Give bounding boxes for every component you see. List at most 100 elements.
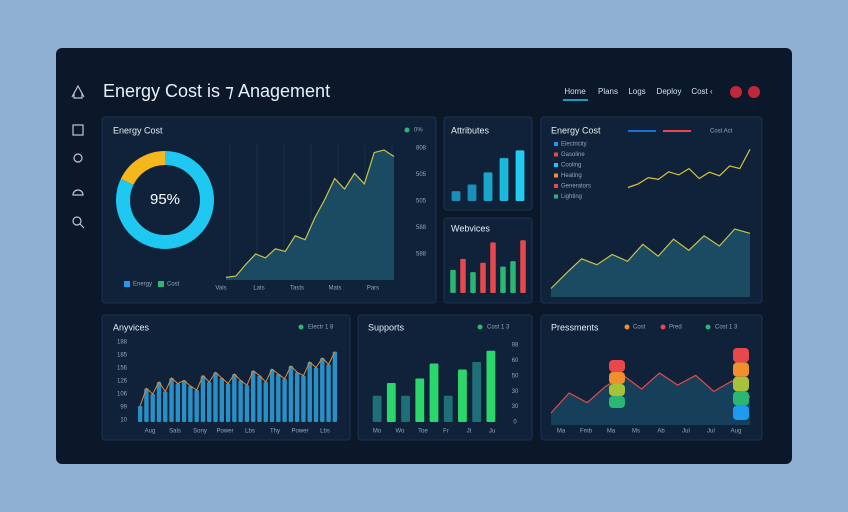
legend-swatch (554, 163, 558, 167)
x-label: Mats (328, 286, 341, 292)
pill-segment (733, 391, 749, 406)
bar (251, 370, 256, 422)
legend-dot (298, 324, 304, 330)
badge: Electr 1 8 (308, 325, 334, 331)
bar (326, 364, 331, 422)
bar (257, 375, 262, 422)
panel-title: Energy Cost (551, 125, 601, 135)
legend-label: Gasoline (561, 152, 585, 158)
y-label: 505 (416, 172, 427, 178)
x-label: Sony (193, 429, 207, 435)
y-label: 588 (416, 225, 427, 231)
bar (332, 351, 338, 422)
bar (144, 388, 149, 422)
panel-title: Webvices (451, 223, 490, 233)
badge: Cost 1 3 (715, 325, 738, 331)
legend-swatch (158, 281, 164, 287)
nav-item[interactable]: Home (564, 87, 586, 96)
trend-line (139, 351, 336, 407)
bar (520, 240, 526, 293)
legend-swatch (554, 194, 558, 199)
bar (181, 380, 187, 422)
legend-label: Generators (561, 184, 591, 190)
bar (415, 378, 425, 422)
bar (490, 242, 496, 293)
app-title: Energy Cost is ⁊ Anagement (103, 81, 330, 101)
bar (232, 374, 237, 422)
area (551, 373, 750, 425)
pill-segment (733, 362, 749, 377)
avatar[interactable] (730, 86, 742, 98)
x-label: Wo (396, 429, 406, 435)
bar (372, 395, 382, 422)
x-label: Jul (682, 429, 690, 435)
user-icon[interactable] (73, 153, 83, 163)
legend-swatch (554, 142, 558, 146)
legend-dot (477, 324, 483, 330)
y-label: 156 (117, 366, 128, 372)
pill-segment (609, 372, 625, 384)
panel-title: Pressments (551, 322, 599, 332)
pill-segment (733, 405, 749, 420)
legend-label: Cost (167, 282, 180, 288)
legend-label: Lighting (561, 194, 582, 200)
legend-swatch (124, 281, 130, 287)
x-label: Ma (607, 429, 616, 435)
home-icon[interactable] (71, 84, 85, 99)
pill-segment (609, 396, 625, 408)
avatar[interactable] (748, 86, 760, 98)
bar (486, 350, 496, 422)
x-label: Lats (253, 286, 264, 292)
legend-label: Heating (561, 173, 582, 179)
y-label: 50 (512, 373, 519, 379)
x-label: Ju (489, 429, 495, 435)
bar (282, 378, 287, 422)
panel-title: Supports (368, 322, 405, 332)
bar (500, 266, 506, 293)
nav-item[interactable]: Cost ‹ (691, 87, 713, 96)
bar (313, 367, 319, 422)
y-label: 30 (512, 389, 519, 395)
legend-label: Energy (133, 282, 152, 288)
bar (320, 358, 325, 422)
bell-icon[interactable] (72, 189, 84, 196)
bar (499, 158, 509, 201)
legend-swatch (554, 184, 558, 188)
area-line (550, 372, 751, 414)
legend-dot (660, 324, 666, 330)
grid-icon[interactable] (72, 124, 84, 136)
donut-label: 95% (150, 191, 180, 208)
bar (169, 378, 174, 422)
x-label: Sals (169, 429, 181, 435)
x-label: Toe (418, 429, 428, 435)
panel (443, 217, 533, 304)
legend-dot (624, 324, 630, 330)
bar (450, 269, 456, 293)
legend-swatch (554, 152, 558, 157)
nav-item[interactable]: Logs (628, 87, 645, 96)
pill-segment (733, 376, 749, 392)
area-line (550, 228, 751, 289)
bar (219, 378, 224, 422)
bar (200, 375, 206, 422)
bar (213, 372, 218, 422)
bar (150, 394, 155, 422)
badge: Cost Act (710, 129, 733, 135)
panel-title: Attributes (451, 125, 490, 135)
nav-item[interactable]: Deploy (657, 87, 682, 96)
pill-segment (609, 384, 625, 396)
y-label: 99 (120, 405, 127, 411)
legend-dot (404, 127, 410, 133)
x-label: Power (216, 429, 233, 435)
nav-item[interactable]: Plans (598, 87, 618, 96)
bar (207, 382, 212, 422)
badge: 0% (414, 128, 423, 134)
y-label: 188 (117, 340, 128, 346)
search-icon[interactable] (72, 216, 82, 226)
y-label: 808 (416, 146, 427, 152)
bar (401, 395, 410, 422)
bar (307, 362, 312, 422)
bar (163, 391, 168, 422)
